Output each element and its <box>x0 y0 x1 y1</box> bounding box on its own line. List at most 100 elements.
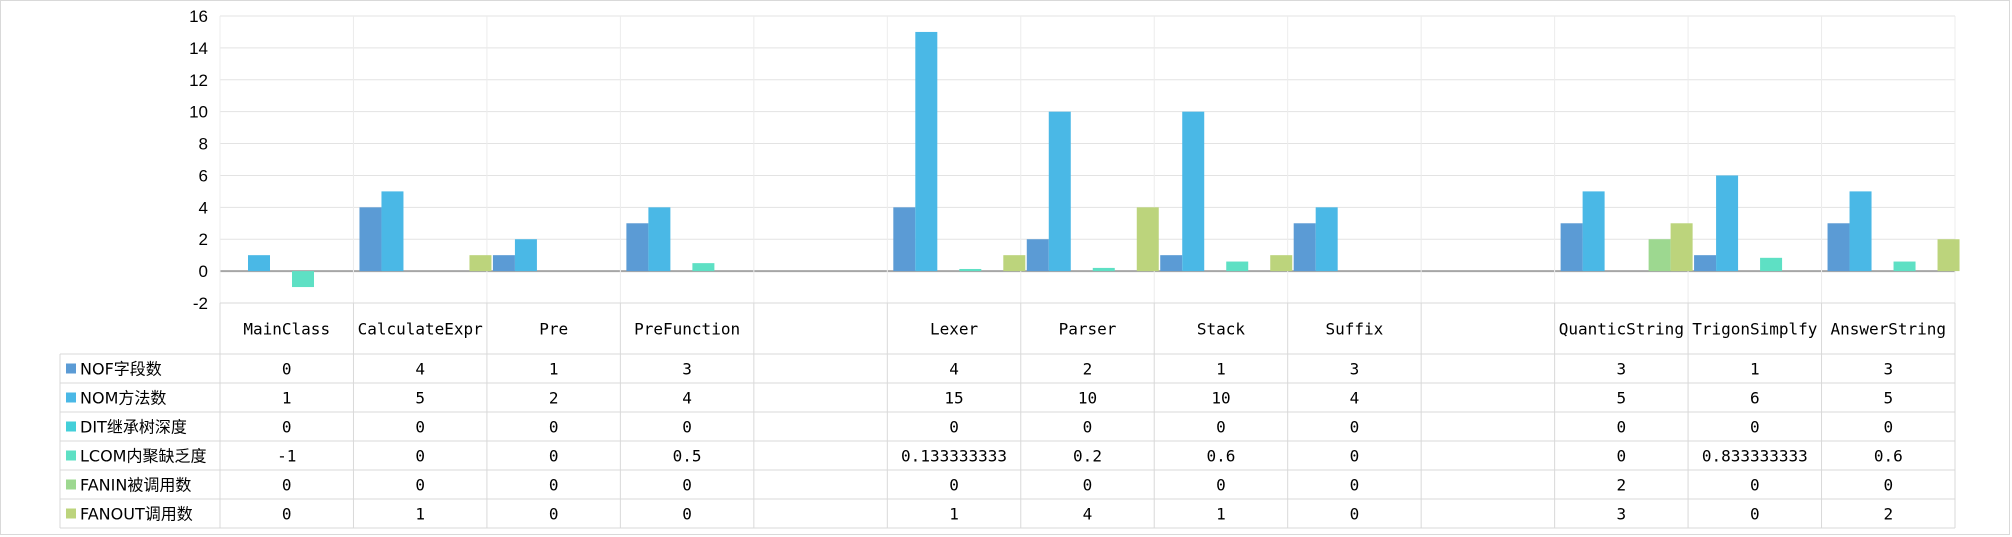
bar <box>1182 111 1205 272</box>
table-cell-value: 3 <box>1617 360 1627 379</box>
y-tick-label: 0 <box>199 262 208 281</box>
table-cell-value: 0 <box>1216 418 1226 437</box>
bar <box>248 255 270 272</box>
table-cell-value: 2 <box>1083 360 1093 379</box>
table-cell-value: 3 <box>682 360 692 379</box>
legend-swatch <box>66 363 76 374</box>
category-label: MainClass <box>243 320 330 339</box>
category-label: AnswerString <box>1830 320 1946 339</box>
bar <box>1293 223 1316 272</box>
table-cell-value: 0 <box>1883 476 1893 495</box>
bar <box>893 207 916 272</box>
table-cell-value: 0 <box>1750 505 1760 524</box>
bar <box>492 255 515 272</box>
bar <box>381 191 404 272</box>
table-cell-value: 0 <box>415 476 425 495</box>
bar <box>1560 223 1583 272</box>
bar <box>1937 239 1960 272</box>
table-cell-value: 0 <box>1083 476 1093 495</box>
y-tick-label: 16 <box>189 7 208 26</box>
category-label: PreFunction <box>634 320 740 339</box>
bar <box>1827 223 1850 272</box>
legend-swatch <box>66 508 76 519</box>
table-cell-value: 0 <box>1750 476 1760 495</box>
y-tick-label: -2 <box>193 294 208 313</box>
table-cell-value: 0 <box>549 505 559 524</box>
table-cell-value: 0 <box>682 476 692 495</box>
table-cell-value: 1 <box>415 505 425 524</box>
table-cell-value: 0 <box>415 418 425 437</box>
bar <box>292 271 314 288</box>
bar <box>469 255 492 272</box>
table-cell-value: 0 <box>1350 476 1360 495</box>
category-label: Lexer <box>930 320 979 339</box>
y-tick-label: 4 <box>199 198 208 217</box>
table-cell-value: 0 <box>282 476 292 495</box>
table-cell-value: 0 <box>1617 447 1627 466</box>
category-label: Suffix <box>1326 320 1384 339</box>
bar <box>514 239 537 272</box>
table-cell-value: 1 <box>1216 505 1226 524</box>
bar <box>1092 267 1115 272</box>
table-cell-value: 0 <box>1883 418 1893 437</box>
table-cell-value: 5 <box>415 389 425 408</box>
table-cell-value: 0 <box>549 418 559 437</box>
bar <box>1893 261 1916 272</box>
bar <box>1048 111 1071 272</box>
table-cell-value: 15 <box>944 389 963 408</box>
bar <box>1270 255 1293 272</box>
table-cell-value: 4 <box>682 389 692 408</box>
table-cell-value: 4 <box>949 360 959 379</box>
table-cell-value: 0 <box>415 447 425 466</box>
bar <box>1136 207 1159 272</box>
table-cell-value: 0 <box>949 476 959 495</box>
bar <box>1849 191 1872 272</box>
legend-swatch <box>66 421 76 432</box>
legend-label: NOF字段数 <box>80 360 162 379</box>
bar <box>959 268 982 272</box>
table-cell-value: 2 <box>549 389 559 408</box>
legend-swatch <box>66 392 76 403</box>
category-label: TrigonSimplfy <box>1692 320 1818 339</box>
category-label: Pre <box>539 320 568 339</box>
table-cell-value: 0 <box>1750 418 1760 437</box>
legend-label: NOM方法数 <box>80 389 166 408</box>
table-cell-value: 1 <box>1750 360 1760 379</box>
table-cell-value: 6 <box>1750 389 1760 408</box>
bar <box>692 263 715 272</box>
table-cell-value: 0 <box>282 360 292 379</box>
table-cell-value: 0.833333333 <box>1702 447 1808 466</box>
y-tick-label: 2 <box>199 230 208 249</box>
table-cell-value: 0.5 <box>673 447 702 466</box>
table-cell-value: 1 <box>1216 360 1226 379</box>
table-cell-value: 4 <box>1350 389 1360 408</box>
bar <box>1160 255 1183 272</box>
bar <box>1582 191 1605 272</box>
table-cell-value: 0 <box>282 418 292 437</box>
table-cell-value: 2 <box>1883 505 1893 524</box>
table-cell-value: 0.6 <box>1207 447 1236 466</box>
table-cell-value: 0 <box>1350 418 1360 437</box>
table-cell-value: 0 <box>682 418 692 437</box>
table-cell-value: 0.2 <box>1073 447 1102 466</box>
bar <box>648 207 671 272</box>
table-cell-value: 3 <box>1350 360 1360 379</box>
bar <box>626 223 649 272</box>
table-cell-value: 3 <box>1883 360 1893 379</box>
y-tick-label: 14 <box>189 39 208 58</box>
table-cell-value: 4 <box>1083 505 1093 524</box>
table-cell-value: 5 <box>1617 389 1627 408</box>
table-cell-value: 1 <box>949 505 959 524</box>
bar <box>1026 239 1049 272</box>
table-cell-value: 0 <box>1350 505 1360 524</box>
category-label: QuanticString <box>1559 320 1684 339</box>
table-cell-value: 1 <box>549 360 559 379</box>
legend-label: FANIN被调用数 <box>80 476 191 495</box>
bar <box>359 207 382 272</box>
table-cell-value: 3 <box>1617 505 1627 524</box>
legend-label: FANOUT调用数 <box>80 505 193 524</box>
bar <box>915 31 938 272</box>
bar <box>1670 223 1693 272</box>
